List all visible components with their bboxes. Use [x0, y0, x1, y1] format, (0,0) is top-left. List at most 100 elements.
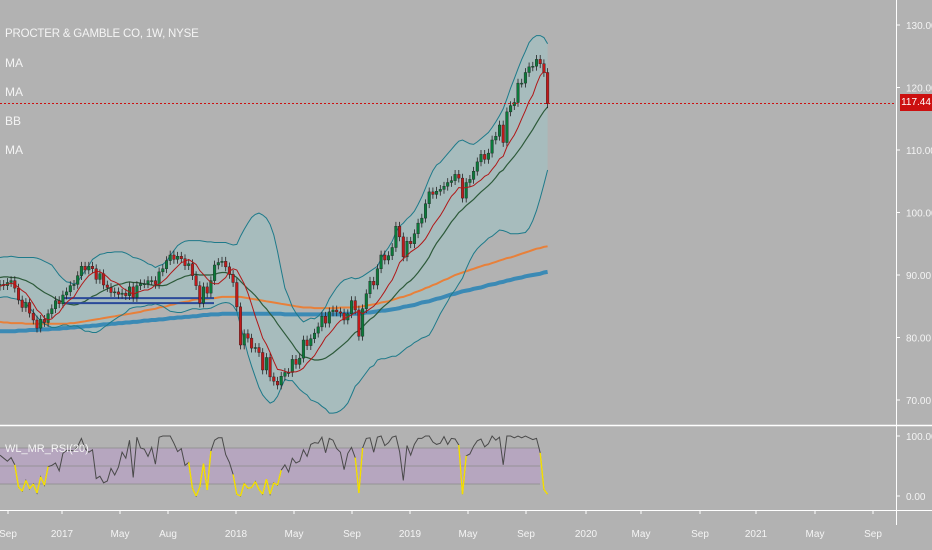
candle-up: [446, 182, 450, 187]
rsi-extreme-segment: [458, 444, 464, 495]
candle-up: [142, 283, 146, 285]
candle-up: [68, 285, 72, 293]
candle-up: [79, 266, 83, 276]
candle-down: [83, 266, 87, 271]
candle-up: [168, 254, 172, 261]
candle-up: [442, 186, 446, 190]
rsi-extreme-segment: [269, 482, 275, 495]
rsi-extreme-segment: [202, 463, 208, 491]
candle-down: [401, 236, 405, 258]
rsi-extreme-segment: [188, 462, 194, 489]
candle-down: [272, 376, 276, 382]
candle-up: [412, 233, 416, 244]
candle-up: [209, 280, 213, 294]
candle-down: [57, 300, 61, 304]
candle-up: [531, 66, 535, 68]
time-tick-label: May: [459, 529, 478, 540]
candle-up: [201, 286, 205, 304]
candle-down: [28, 302, 32, 314]
candle-down: [172, 254, 176, 260]
candle-down: [90, 266, 94, 269]
candle-up: [449, 180, 453, 183]
candle-up: [509, 105, 513, 113]
candle-down: [194, 275, 198, 286]
candle-up: [420, 217, 424, 224]
rsi-extreme-segment: [254, 481, 260, 490]
price-tick-label: 110.00: [906, 146, 932, 157]
candle-up: [523, 72, 527, 84]
candle-up: [298, 357, 302, 365]
rsi-extreme-segment: [251, 481, 256, 488]
rsi-extreme-segment: [17, 486, 23, 492]
rsi-extreme-segment: [265, 479, 271, 495]
price-tick-label: 130.00: [906, 21, 932, 32]
candle-up: [283, 372, 287, 377]
indicator-label-ma-1[interactable]: MA: [5, 56, 23, 70]
candle-up: [394, 226, 398, 248]
price-tick-label: 90.00: [906, 271, 931, 282]
candle-up: [54, 300, 58, 309]
rsi-indicator-label[interactable]: WL_MR_RSI(20): [5, 443, 89, 455]
candle-up: [379, 254, 383, 269]
time-tick-label: 2021: [745, 529, 768, 540]
candle-down: [483, 154, 487, 160]
candle-up: [368, 281, 372, 294]
candle-up: [427, 191, 431, 204]
candle-up: [290, 359, 294, 373]
rsi-extreme-segment: [358, 447, 364, 494]
candle-up: [424, 203, 428, 219]
time-tick-label: Sep: [517, 529, 535, 540]
rsi-extreme-segment: [258, 488, 264, 495]
candle-up: [375, 268, 379, 286]
candle-down: [335, 309, 339, 313]
candle-down: [305, 339, 309, 346]
rsi-extreme-segment: [36, 476, 42, 494]
rsi-extreme-segment: [14, 464, 20, 488]
candle-down: [205, 286, 209, 294]
rsi-extreme-segment: [276, 470, 282, 486]
indicator-label-ma-3[interactable]: MA: [5, 143, 23, 157]
indicator-label-ma-2[interactable]: MA: [5, 85, 23, 99]
indicator-label-bb[interactable]: BB: [5, 114, 22, 128]
rsi-extreme-segment: [199, 463, 205, 488]
candle-down: [276, 381, 280, 386]
rsi-extreme-segment: [232, 474, 238, 495]
candle-up: [468, 179, 472, 183]
rsi-extreme-segment: [195, 486, 201, 497]
candle-up: [157, 271, 161, 285]
rsi-extreme-segment: [29, 483, 34, 490]
rsi-extreme-segment: [262, 479, 268, 495]
candle-up: [350, 300, 354, 314]
candle-up: [464, 182, 468, 199]
candle-down: [31, 312, 35, 321]
candle-up: [479, 154, 483, 163]
candle-down: [238, 306, 242, 346]
candle-down: [198, 285, 202, 304]
candle-up: [279, 376, 283, 386]
rsi-extreme-segment: [206, 450, 212, 491]
candle-up: [253, 347, 257, 349]
candle-up: [164, 260, 168, 269]
time-tick-label: Sep: [691, 529, 709, 540]
candle-up: [220, 261, 224, 263]
ma-orange-line: [0, 245, 548, 325]
candle-down: [183, 258, 187, 266]
candle-up: [242, 333, 246, 346]
candle-up: [490, 139, 494, 154]
time-tick-label: Sep: [0, 529, 17, 540]
candle-up: [390, 247, 394, 256]
candle-up: [176, 256, 180, 260]
candle-down: [17, 287, 21, 301]
candle-up: [516, 82, 520, 103]
candle-down: [357, 309, 361, 337]
time-tick-label: Aug: [159, 529, 177, 540]
bollinger-band-fill: [0, 35, 548, 414]
rsi-extreme-segment: [539, 452, 545, 490]
candle-up: [9, 280, 13, 283]
candle-down: [179, 256, 183, 259]
candle-up: [98, 273, 102, 280]
time-tick-label: Sep: [343, 529, 361, 540]
ma-long-blue-line: [0, 269, 548, 334]
candle-up: [364, 293, 368, 309]
